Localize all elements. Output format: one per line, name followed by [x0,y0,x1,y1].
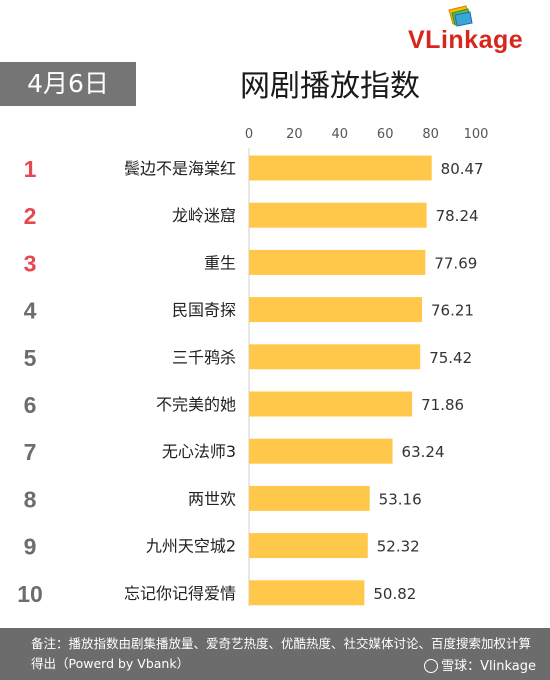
value-label: 53.16 [379,490,422,508]
category-label: 鬓边不是海棠红 [124,159,236,178]
x-tick-label: 0 [245,127,253,142]
value-label: 76.21 [431,302,474,320]
date-badge: 4月6日 [0,62,136,106]
bar [249,155,432,181]
rank-number: 4 [24,298,37,324]
bar [249,202,427,228]
category-label: 民国奇探 [172,301,236,320]
value-label: 78.24 [436,207,479,225]
value-label: 77.69 [434,254,477,272]
category-label: 忘记你记得爱情 [124,584,236,603]
logo-mark-icon [448,5,473,27]
rank-number: 6 [24,392,37,418]
bar [249,391,413,417]
rank-number: 7 [24,439,37,465]
rank-number: 2 [24,203,37,229]
rank-number: 10 [17,581,43,607]
rank-number: 3 [24,250,37,276]
x-tick-label: 100 [464,127,489,142]
bar [249,249,426,275]
category-label: 三千鸦杀 [172,348,236,367]
bar [249,485,370,511]
x-tick-label: 80 [422,127,439,142]
category-label: 两世欢 [188,489,236,508]
x-tick-label: 20 [286,127,303,142]
value-label: 71.86 [421,396,464,414]
rank-number: 9 [24,534,37,560]
rank-number: 1 [24,156,37,182]
rank-number: 5 [24,345,37,371]
vlinkage-logo: VLinkage [408,4,538,54]
bar [249,533,368,559]
x-tick-label: 60 [377,127,394,142]
chart-title: 网剧播放指数 [240,69,420,104]
footer-source: 雪球：Vlinkage [424,655,536,674]
bar [249,580,365,606]
value-label: 63.24 [402,443,445,461]
category-label: 龙岭迷窟 [172,206,236,225]
value-label: 80.47 [441,160,484,178]
rank-number: 8 [24,486,37,512]
bar [249,344,421,370]
value-label: 52.32 [377,538,420,556]
bar [249,438,393,464]
brand-name: VLinkage [408,26,524,54]
footer-note: 备注：播放指数由剧集播放量、爱奇艺热度、优酷热度、社交媒体讨论、百度搜索加权计算… [31,636,532,671]
value-label: 75.42 [429,349,472,367]
category-label: 九州天空城2 [146,537,236,556]
category-label: 无心法师3 [162,442,236,461]
category-label: 重生 [204,253,236,272]
value-label: 50.82 [373,585,416,603]
bar-chart: 0 20 40 60 80 100 80.47 鬓边不是海棠红 1 78.24 龙岭迷窟 2 77.69… [17,127,489,607]
snowball-icon [424,659,439,673]
category-label: 不完美的她 [156,395,236,414]
footer-source-text: 雪球：Vlinkage [441,659,536,674]
bar [249,297,422,323]
x-tick-label: 40 [332,127,349,142]
footer: 备注：播放指数由剧集播放量、爱奇艺热度、优酷热度、社交媒体讨论、百度搜索加权计算… [0,628,550,680]
